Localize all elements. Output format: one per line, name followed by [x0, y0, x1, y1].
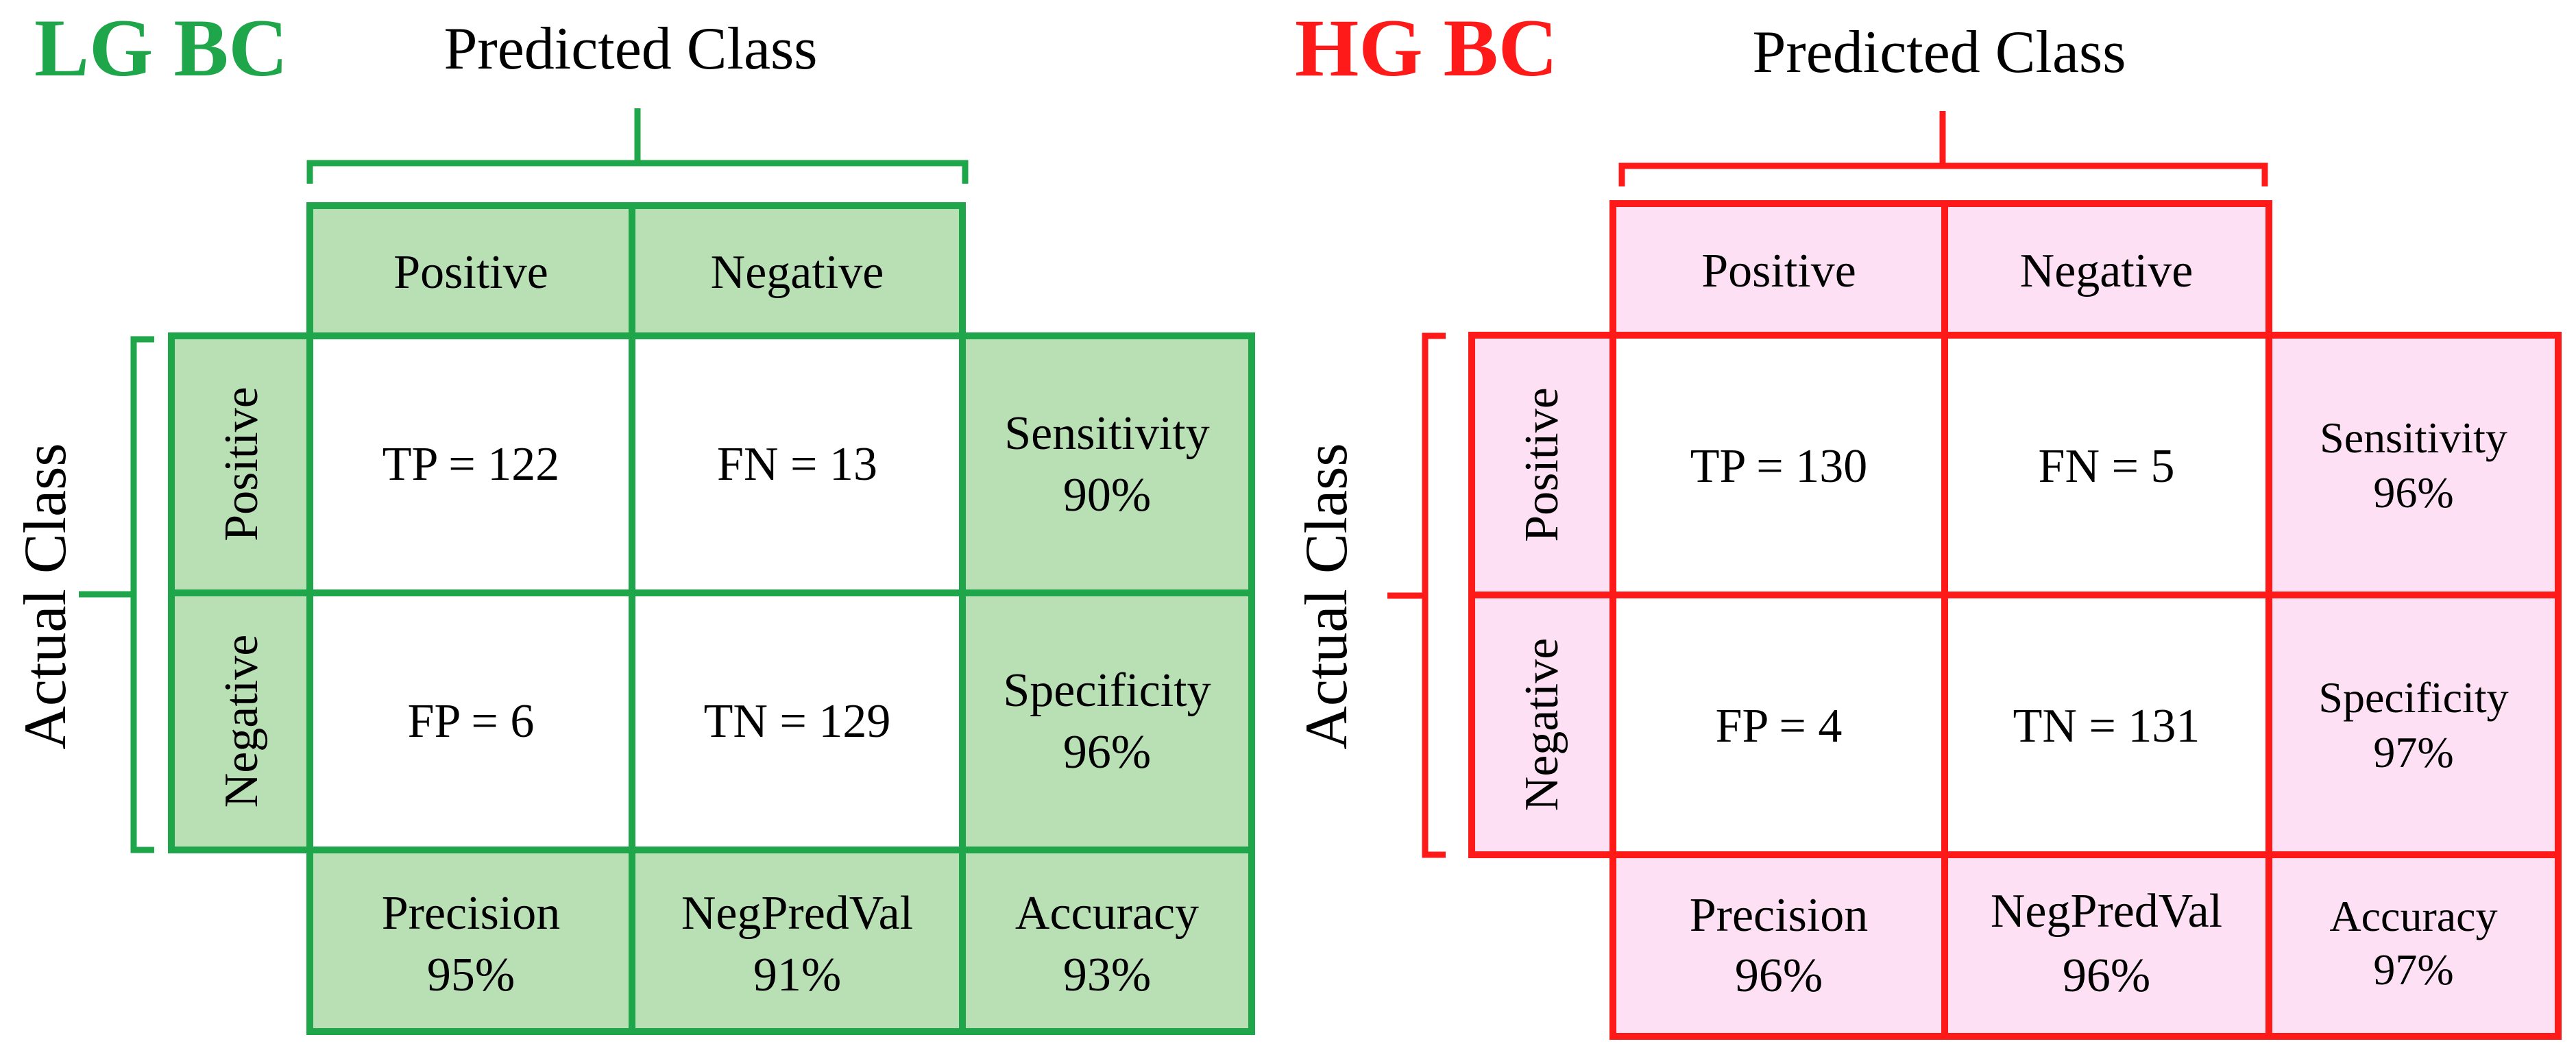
specificity-value: 96%	[1063, 726, 1151, 779]
accuracy-value: 97%	[2373, 945, 2453, 994]
accuracy-cell	[2269, 855, 2558, 1036]
panel-title: LG BC	[34, 2, 288, 93]
row-header-negative-cell	[1472, 595, 1613, 855]
fn-value: FN = 5	[2039, 440, 2175, 493]
lg-bc-panel: LG BC Predicted Class Actual Class Posit…	[12, 2, 1255, 1035]
col-header-positive: Positive	[1701, 245, 1856, 297]
tp-cell	[310, 336, 632, 593]
col-header-negative: Negative	[2020, 245, 2194, 297]
tp-value: TP = 122	[382, 438, 560, 491]
sensitivity-label: Sensitivity	[2320, 413, 2507, 462]
negpredval-cell	[1945, 855, 2269, 1036]
col-header-negative: Negative	[711, 246, 884, 299]
sensitivity-label: Sensitivity	[1004, 407, 1209, 460]
grid-lines	[168, 202, 1255, 1035]
sensitivity-value: 90%	[1063, 469, 1151, 522]
actual-class-bracket	[1387, 332, 1446, 858]
precision-label: Precision	[382, 887, 561, 940]
row-header-negative: Negative	[1516, 638, 1568, 812]
actual-class-label: Actual Class	[1293, 443, 1360, 749]
col-header-negative-cell	[1945, 204, 2269, 335]
grid-lines	[1468, 200, 2562, 1040]
accuracy-label: Accuracy	[2329, 892, 2497, 940]
lg-bc-diagram: LG BC Predicted Class Actual Class Posit…	[12, 2, 1255, 1035]
precision-value: 95%	[427, 949, 515, 1001]
hg-bc-panel: HG BC Predicted Class Actual Class Posit…	[1288, 0, 2576, 1059]
specificity-cell	[2269, 595, 2558, 855]
negpredval-cell	[632, 850, 962, 1032]
row-header-positive: Positive	[215, 387, 268, 541]
tn-cell	[1945, 595, 2269, 855]
negpredval-value: 91%	[753, 949, 841, 1001]
sensitivity-value: 96%	[2373, 468, 2453, 517]
fp-cell	[1613, 595, 1945, 855]
row-header-positive: Positive	[1516, 387, 1568, 542]
negpredval-label: NegPredVal	[681, 887, 913, 940]
fn-value: FN = 13	[717, 438, 877, 491]
specificity-label: Specificity	[2318, 673, 2508, 722]
row-header-positive-cell	[1472, 335, 1613, 595]
fp-value: FP = 6	[408, 695, 535, 748]
hg-bc-diagram: HG BC Predicted Class Actual Class Posit…	[1293, 2, 2562, 1040]
accuracy-value: 93%	[1063, 949, 1151, 1001]
fp-value: FP = 4	[1716, 700, 1843, 753]
col-header-positive-cell	[1613, 204, 1945, 335]
sensitivity-cell	[2269, 335, 2558, 595]
specificity-value: 97%	[2373, 728, 2453, 777]
predicted-class-label: Predicted Class	[1752, 19, 2126, 86]
col-header-positive: Positive	[393, 246, 548, 299]
tp-value: TP = 130	[1690, 440, 1868, 493]
tn-cell	[632, 593, 962, 850]
panel-title: HG BC	[1295, 2, 1557, 93]
tn-value: TN = 131	[2013, 700, 2200, 753]
precision-cell	[310, 850, 632, 1032]
negpredval-label: NegPredVal	[1991, 885, 2222, 938]
tp-cell	[1613, 335, 1945, 595]
col-header-negative-cell	[632, 206, 962, 336]
predicted-class-bracket	[306, 108, 969, 184]
predicted-class-label: Predicted Class	[443, 16, 817, 82]
predicted-class-bracket	[1618, 111, 2268, 186]
sensitivity-cell	[962, 336, 1252, 593]
precision-label: Precision	[1690, 889, 1869, 942]
negpredval-value: 96%	[2063, 949, 2150, 1002]
fp-cell	[310, 593, 632, 850]
precision-value: 96%	[1735, 949, 1823, 1002]
specificity-label: Specificity	[1003, 664, 1211, 717]
accuracy-label: Accuracy	[1015, 887, 1199, 940]
fn-cell	[1945, 335, 2269, 595]
actual-class-bracket	[79, 336, 154, 853]
col-header-positive-cell	[310, 206, 632, 336]
precision-cell	[1613, 855, 1945, 1036]
specificity-cell	[962, 593, 1252, 850]
actual-class-label: Actual Class	[12, 443, 79, 749]
fn-cell	[632, 336, 962, 593]
row-header-negative: Negative	[215, 635, 268, 808]
tn-value: TN = 129	[704, 695, 891, 748]
row-header-negative-cell	[171, 593, 310, 850]
row-header-positive-cell	[171, 336, 310, 593]
accuracy-cell	[962, 850, 1252, 1032]
